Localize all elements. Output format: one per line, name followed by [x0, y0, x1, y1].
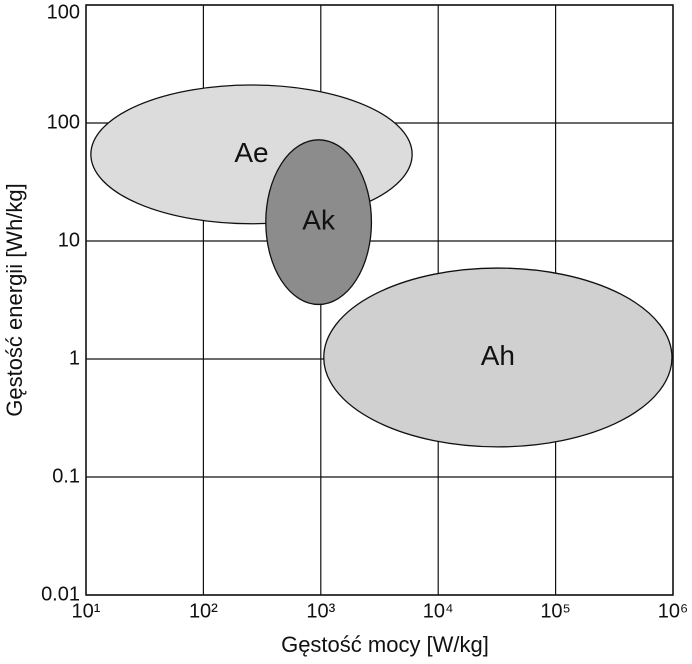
x-tick-label: 10²: [189, 600, 218, 622]
y-tick-label: 100: [47, 111, 80, 133]
region: [265, 139, 373, 306]
y-tick-label: 10: [58, 229, 80, 251]
x-tick-label: 10³: [306, 600, 335, 622]
region: [323, 267, 673, 448]
x-tick-label: 10⁴: [423, 600, 454, 622]
y-axis-title: Gęstość energii [Wh/kg]: [2, 183, 27, 417]
x-axis-title: Gęstość mocy [W/kg]: [281, 632, 489, 657]
plot-frame: [85, 4, 674, 596]
x-tick-label: 10⁵: [540, 600, 571, 622]
region-label: Ah: [481, 340, 515, 371]
x-tick-label: 10⁶: [658, 600, 688, 622]
y-tick-label: 100: [47, 1, 80, 23]
regions: Ae Ak Ah: [90, 84, 673, 448]
y-tick-label: 1: [69, 347, 80, 369]
region-label: Ae: [234, 137, 268, 168]
y-tick-label: 0.01: [41, 583, 80, 605]
y-tick-label: 0.1: [52, 465, 80, 487]
x-tick-label: 10¹: [72, 600, 101, 622]
region-label: Ak: [302, 205, 336, 236]
